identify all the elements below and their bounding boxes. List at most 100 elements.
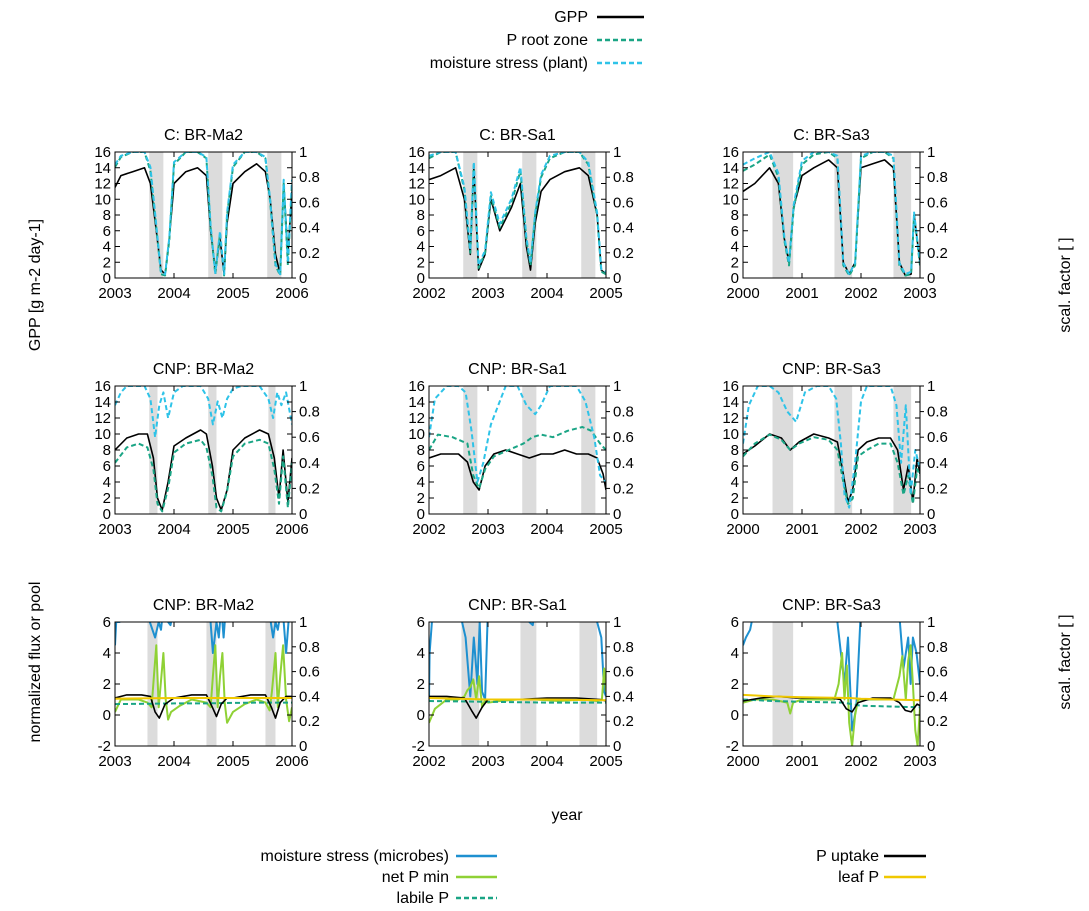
y2tick-label: 0.8 (927, 639, 948, 656)
y2tick-label: 0 (299, 270, 307, 287)
ytick-label: 8 (731, 442, 739, 459)
xtick-label: 2004 (157, 285, 190, 302)
y2tick-label: 1 (613, 144, 621, 161)
dry-season-band (579, 622, 598, 746)
y2tick-label: 0 (299, 506, 307, 523)
y2tick-label: 0.2 (927, 713, 948, 730)
xlabel-year: year (551, 807, 583, 824)
ytick-label: 2 (417, 490, 425, 507)
xtick-label: 2004 (530, 285, 563, 302)
ytick-label: 10 (94, 191, 111, 208)
ytick-label: 10 (94, 426, 111, 443)
series-line-labile-p (743, 698, 920, 709)
y2tick-label: 1 (299, 378, 307, 395)
series-line-p-root-zone (115, 438, 292, 513)
xtick-label: 2006 (275, 753, 308, 770)
plot-frame (742, 621, 921, 747)
ytick-label: 12 (94, 176, 111, 193)
y2tick-label: 1 (927, 378, 935, 395)
y2tick-label: 0 (613, 738, 621, 755)
xtick-label: 2005 (216, 521, 249, 538)
panel-title: CNP: BR-Sa1 (468, 361, 567, 378)
y2tick-label: 0.4 (613, 220, 634, 237)
ytick-label: 6 (103, 223, 111, 240)
series-line-leaf-p (743, 693, 920, 702)
ytick-label: 6 (417, 223, 425, 240)
ytick-label: 0 (103, 707, 111, 724)
y2tick-label: 0.6 (927, 194, 948, 211)
xtick-label: 2005 (589, 753, 622, 770)
ytick-label: 4 (103, 474, 111, 491)
ytick-label: 0 (731, 270, 739, 287)
dry-season-band (834, 386, 853, 514)
xtick-label: 2003 (903, 753, 936, 770)
ytick-label: 0 (417, 270, 425, 287)
xtick-label: 2003 (471, 753, 504, 770)
ytick-label: 12 (408, 176, 425, 193)
xtick-label: 2003 (98, 285, 131, 302)
series-group (743, 386, 920, 509)
ytick-label: 0 (103, 506, 111, 523)
ytick-label: 0 (731, 506, 739, 523)
xtick-label: 2002 (844, 285, 877, 302)
ytick-label: 14 (408, 160, 425, 177)
series-line-moisture-stress-plant (429, 386, 606, 483)
series-group (429, 622, 606, 724)
xtick-label: 2003 (903, 521, 936, 538)
series-line-moisture-stress-plant (429, 152, 606, 273)
dry-season-band (463, 386, 478, 514)
ytick-label: 4 (731, 239, 739, 256)
plot-frame (428, 385, 607, 515)
series-line-p-uptake (429, 695, 606, 719)
dry-season-band (522, 386, 537, 514)
ytick-label: 0 (417, 707, 425, 724)
y2tick-label: 0 (613, 270, 621, 287)
ytick-label: 8 (417, 442, 425, 459)
series-line-net-p-min (115, 644, 292, 724)
y2tick-label: 0.6 (299, 664, 320, 681)
plot-frame (428, 151, 607, 279)
panel-title: C: BR-Ma2 (164, 127, 243, 144)
y2tick-label: 0.8 (299, 169, 320, 186)
ytick-label: 8 (417, 207, 425, 224)
ytick-label: 4 (417, 239, 425, 256)
ytick-label: 2 (417, 254, 425, 271)
xtick-label: 2001 (785, 753, 818, 770)
series-line-moisture-stress-microbes (115, 622, 290, 654)
series-group (115, 386, 292, 513)
ytick-label: -2 (726, 738, 739, 755)
ylabel-scal-top: scal. factor [ ] (1057, 237, 1074, 332)
dry-season-band (581, 386, 596, 514)
ytick-label: 4 (417, 474, 425, 491)
y2tick-label: 0.4 (299, 688, 320, 705)
ytick-label: 6 (417, 614, 425, 631)
ytick-label: 6 (103, 614, 111, 631)
xtick-label: 2006 (275, 285, 308, 302)
xtick-label: 2001 (785, 285, 818, 302)
dry-season-band (520, 622, 537, 746)
series-line-leaf-p (115, 697, 292, 700)
dry-season-band (772, 386, 794, 514)
legend-label-leaf-p: leaf P (838, 869, 879, 886)
y2tick-label: 1 (613, 378, 621, 395)
ytick-label: 16 (94, 378, 111, 395)
panel-title: C: BR-Sa1 (479, 127, 556, 144)
dry-season-band (772, 622, 794, 746)
ylabel-flux: normalized flux or pool (27, 582, 44, 743)
panel-8: -2 0 2 4 6 0 0.2 0.4 0.6 0.8 1 2000 2001 2002 2003 CNP:… (726, 597, 948, 770)
ytick-label: 4 (103, 645, 111, 662)
ytick-label: 14 (94, 394, 111, 411)
xtick-label: 2002 (412, 521, 445, 538)
y2tick-label: 0.2 (613, 245, 634, 262)
dry-season-band (208, 386, 217, 514)
series-line-gpp (429, 449, 606, 491)
dry-season-band (267, 152, 282, 278)
ytick-label: 8 (103, 207, 111, 224)
y2tick-label: 0.2 (299, 713, 320, 730)
ytick-label: 4 (731, 645, 739, 662)
legend-label-labile-p: labile P (397, 890, 449, 907)
ytick-label: 14 (94, 160, 111, 177)
